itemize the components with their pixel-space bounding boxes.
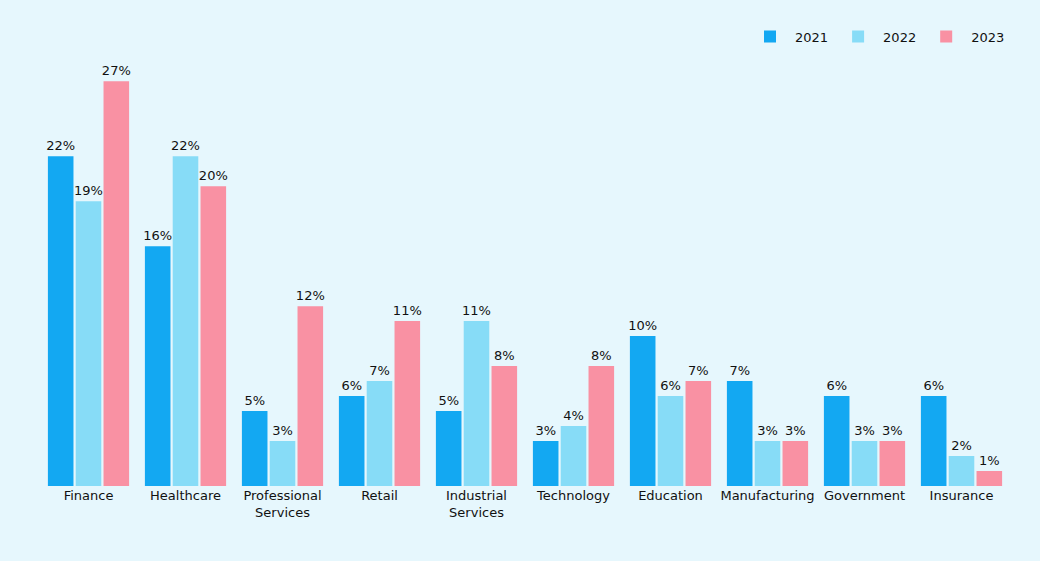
- svg-text:12%: 12%: [296, 288, 325, 303]
- svg-text:3%: 3%: [272, 423, 293, 438]
- svg-text:1%: 1%: [979, 453, 1000, 468]
- svg-text:11%: 11%: [393, 303, 422, 318]
- svg-text:19%: 19%: [74, 183, 103, 198]
- svg-text:3%: 3%: [535, 423, 556, 438]
- svg-text:Government: Government: [824, 488, 905, 503]
- svg-text:6%: 6%: [660, 378, 681, 393]
- svg-text:Healthcare: Healthcare: [150, 488, 221, 503]
- svg-text:2022: 2022: [883, 30, 916, 45]
- svg-text:2023: 2023: [971, 30, 1004, 45]
- svg-text:3%: 3%: [854, 423, 875, 438]
- svg-text:5%: 5%: [244, 393, 265, 408]
- svg-text:2%: 2%: [951, 438, 972, 453]
- svg-text:7%: 7%: [729, 363, 750, 378]
- svg-text:10%: 10%: [628, 318, 657, 333]
- svg-text:3%: 3%: [757, 423, 778, 438]
- svg-text:2021: 2021: [795, 30, 828, 45]
- svg-text:Technology: Technology: [536, 488, 610, 503]
- svg-text:Insurance: Insurance: [930, 488, 994, 503]
- svg-text:6%: 6%: [923, 378, 944, 393]
- svg-text:5%: 5%: [438, 393, 459, 408]
- svg-text:16%: 16%: [143, 228, 172, 243]
- svg-text:6%: 6%: [341, 378, 362, 393]
- svg-text:3%: 3%: [785, 423, 806, 438]
- svg-text:Education: Education: [638, 488, 703, 503]
- svg-text:IndustrialServices: IndustrialServices: [446, 488, 507, 520]
- svg-text:22%: 22%: [46, 138, 75, 153]
- svg-text:3%: 3%: [882, 423, 903, 438]
- svg-text:Manufacturing: Manufacturing: [720, 488, 814, 503]
- svg-text:Retail: Retail: [361, 488, 398, 503]
- svg-text:8%: 8%: [494, 348, 515, 363]
- svg-text:6%: 6%: [826, 378, 847, 393]
- svg-text:22%: 22%: [171, 138, 200, 153]
- svg-text:ProfessionalServices: ProfessionalServices: [243, 488, 321, 520]
- svg-text:Finance: Finance: [64, 488, 114, 503]
- svg-text:8%: 8%: [591, 348, 612, 363]
- svg-text:7%: 7%: [688, 363, 709, 378]
- svg-text:11%: 11%: [462, 303, 491, 318]
- svg-text:7%: 7%: [369, 363, 390, 378]
- svg-text:20%: 20%: [199, 168, 228, 183]
- svg-text:27%: 27%: [102, 63, 131, 78]
- svg-text:4%: 4%: [563, 408, 584, 423]
